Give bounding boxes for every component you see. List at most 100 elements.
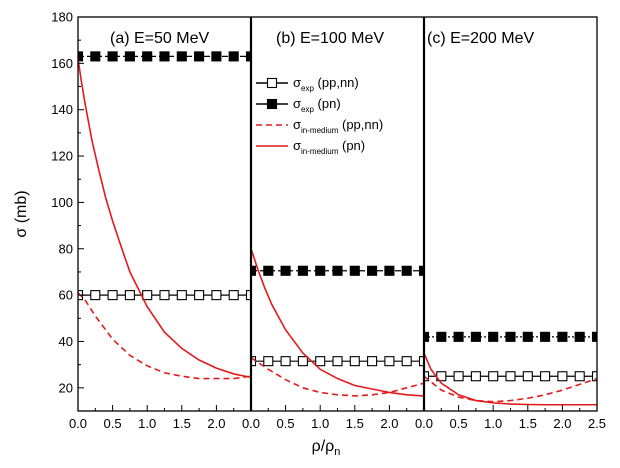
data-point (436, 331, 447, 342)
legend: σexp (pp,nn)σexp (pn)σin-medium (pp,nn)σ… (256, 75, 383, 156)
data-point (384, 265, 395, 276)
legend-label-sub: in-medium (301, 126, 339, 135)
data-point (142, 51, 153, 62)
panel-title-1: (a) E=50 MeV (110, 30, 209, 47)
panel-1-series (78, 51, 251, 380)
data-point (424, 371, 430, 382)
data-point (349, 265, 360, 276)
data-point (367, 265, 378, 276)
data-point (280, 265, 291, 276)
titles: (a) E=50 MeV (b) E=100 MeV (c) E=200 MeV σ … (13, 30, 534, 458)
data-point (263, 356, 274, 367)
data-point (315, 265, 326, 276)
data-point (522, 331, 533, 342)
data-point (78, 51, 84, 62)
legend-label-sub: in-medium (301, 147, 339, 156)
data-point (424, 331, 430, 342)
data-point (194, 290, 205, 301)
x-tick-label: 0.5 (450, 416, 468, 431)
legend-label-rest: (pn) (314, 96, 341, 111)
data-point (557, 331, 568, 342)
data-point (591, 331, 597, 342)
data-point (315, 356, 326, 367)
data-point (245, 290, 251, 301)
panel-title-2: (b) E=100 MeV (276, 30, 384, 47)
data-point (505, 371, 516, 382)
legend-label-main: σ (293, 138, 301, 153)
data-point (211, 290, 222, 301)
x-tick-label: 2.0 (380, 416, 398, 431)
plot-area (78, 51, 597, 406)
data-point (107, 290, 118, 301)
data-point (228, 290, 239, 301)
legend-label-rest: (pn) (338, 138, 365, 153)
data-point (263, 265, 274, 276)
data-point (401, 356, 412, 367)
data-point (124, 290, 135, 301)
data-point (540, 371, 551, 382)
x-tick-label: 1.5 (173, 416, 191, 431)
data-point (367, 356, 378, 367)
data-point (142, 290, 153, 301)
data-point (90, 290, 101, 301)
y-tick-label: 100 (51, 195, 73, 210)
x-tick-label: 1.5 (519, 416, 537, 431)
y-tick-label: 180 (51, 10, 73, 25)
legend-label-main: σ (293, 75, 301, 90)
data-point (488, 371, 499, 382)
legend-label-rest: (pp,nn) (338, 117, 383, 132)
data-point (574, 371, 585, 382)
legend-label-sub: exp (301, 84, 314, 93)
legend-label: σin-medium (pp,nn) (293, 117, 383, 135)
x-tick-label: 0.0 (242, 416, 260, 431)
x-tick-label: 1.0 (138, 416, 156, 431)
data-point (418, 265, 424, 276)
y-tick-label: 80 (59, 241, 73, 256)
data-point (574, 331, 585, 342)
y-tick-label: 140 (51, 102, 73, 117)
legend-label-main: σ (293, 117, 301, 132)
series-med-pn-line (424, 352, 597, 406)
legend-entry-med-pn: σin-medium (pn) (256, 138, 365, 156)
x-tick-label: 0.0 (69, 416, 87, 431)
x-axis-title-sub: n (334, 446, 340, 458)
panel-3-series (424, 331, 597, 406)
data-point (228, 51, 239, 62)
x-tick-label: 0.0 (415, 416, 433, 431)
series-med-ppnn-line (251, 357, 424, 397)
legend-marker (266, 77, 278, 89)
x-tick-label: 0.5 (277, 416, 295, 431)
series-med-ppnn-line (78, 292, 251, 380)
data-point (159, 51, 170, 62)
y-tick-label: 20 (59, 380, 73, 395)
data-point (176, 290, 187, 301)
legend-entry-exp-ppnn: σexp (pp,nn) (256, 75, 359, 93)
y-tick-label: 120 (51, 149, 73, 164)
data-point (505, 331, 516, 342)
data-point (280, 356, 291, 367)
data-point (211, 51, 222, 62)
data-point (297, 356, 308, 367)
data-point (418, 356, 424, 367)
data-point (124, 51, 135, 62)
legend-label-sub: exp (301, 105, 314, 114)
legend-marker (266, 98, 278, 110)
data-point (453, 371, 464, 382)
data-point (591, 371, 597, 382)
x-axis-title: ρ/ρn (312, 438, 341, 458)
x-tick-label: 0.5 (104, 416, 122, 431)
data-point (453, 331, 464, 342)
data-point (332, 265, 343, 276)
x-tick-label: 1.0 (484, 416, 502, 431)
y-tick-label: 60 (59, 288, 73, 303)
legend-label: σexp (pn) (293, 96, 341, 114)
data-point (470, 331, 481, 342)
data-point (159, 290, 170, 301)
data-point (522, 371, 533, 382)
x-tick-label: 2.0 (207, 416, 225, 431)
data-point (107, 51, 118, 62)
y-tick-label: 40 (59, 334, 73, 349)
panel-2-series (251, 248, 424, 397)
legend-label-main: σ (293, 96, 301, 111)
